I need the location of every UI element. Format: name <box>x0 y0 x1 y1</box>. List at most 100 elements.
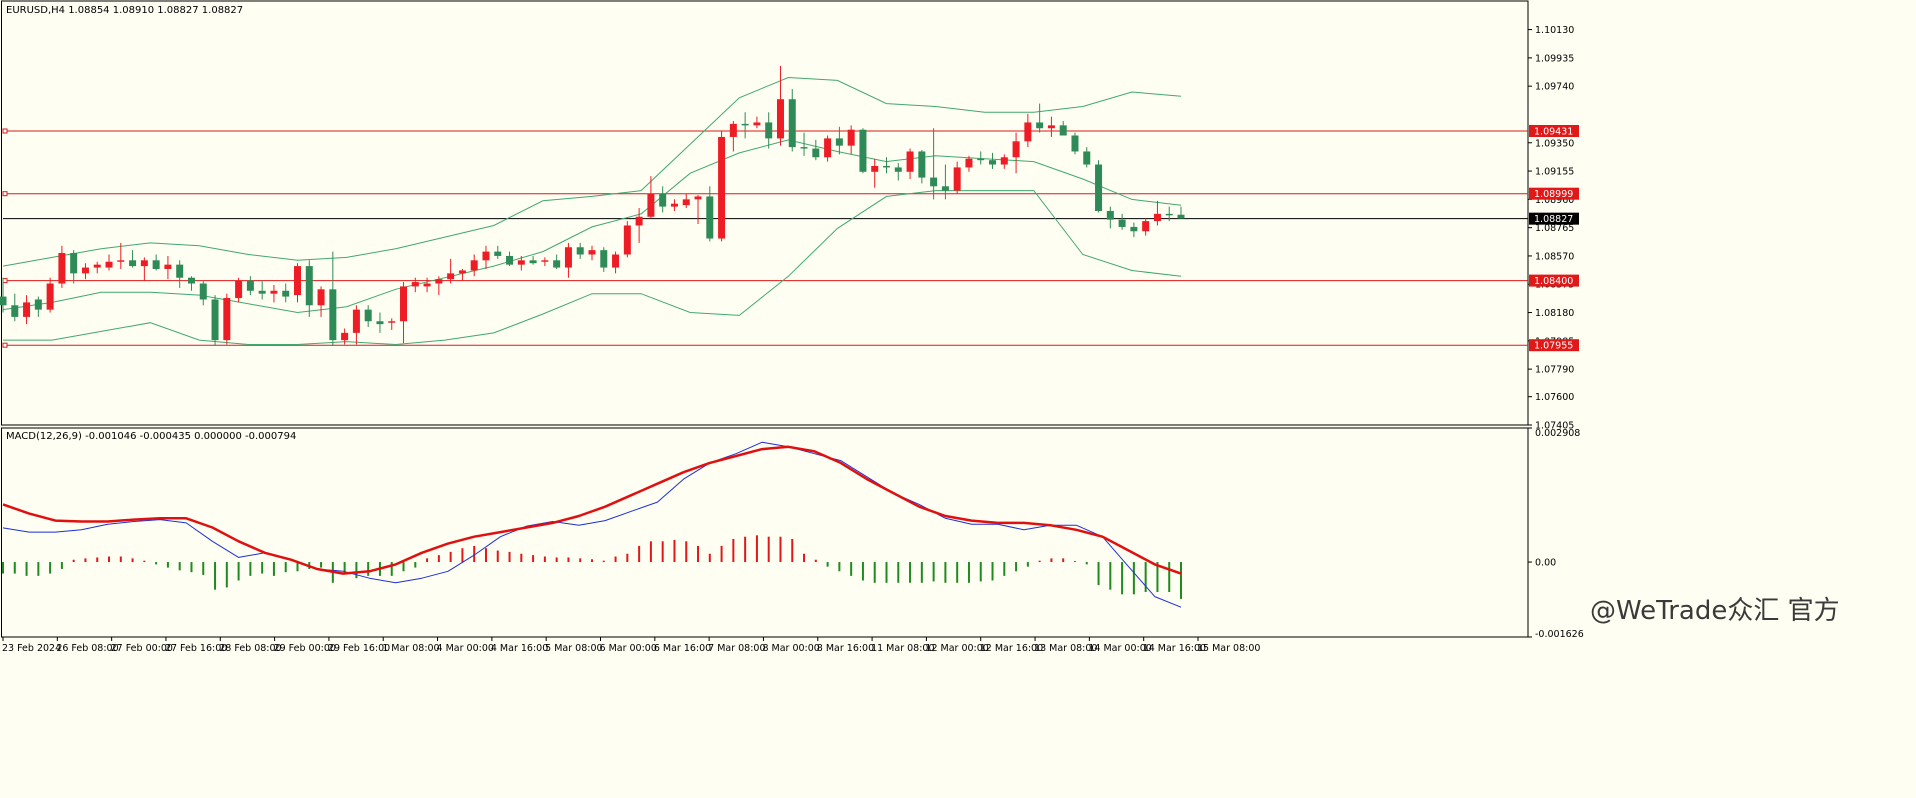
candle-body <box>294 266 301 296</box>
candle-body <box>34 299 42 310</box>
candle-body <box>564 247 572 268</box>
current-price-tag-label: 1.08827 <box>1534 214 1573 225</box>
candle-body <box>1153 213 1161 222</box>
candle-body <box>411 282 419 287</box>
time-tick-label: 1 Mar 08:00 <box>382 643 439 654</box>
candle-body <box>246 280 254 291</box>
price-tick-label: 1.09350 <box>1535 138 1574 149</box>
candle-body <box>682 199 690 206</box>
panel-frames <box>1 0 1529 638</box>
time-tick-label: 5 Mar 08:00 <box>545 643 602 654</box>
macd-title: MACD(12,26,9) -0.001046 -0.000435 0.0000… <box>6 431 296 442</box>
candle-body <box>906 151 914 172</box>
candle-body <box>329 289 337 341</box>
candle-body <box>11 305 19 317</box>
price-level-tag <box>1529 339 1579 352</box>
price-tick-label: 1.08960 <box>1535 195 1574 206</box>
candle-body <box>140 260 148 267</box>
price-level-tag <box>1529 274 1579 287</box>
time-tick-label: 26 Feb 08:00 <box>56 643 118 654</box>
time-tick-label: 14 Mar 16:00 <box>1143 643 1206 654</box>
candle-body <box>812 148 820 158</box>
price-tick-label: 1.07600 <box>1535 392 1574 403</box>
candle-body <box>176 264 184 278</box>
time-tick-label: 13 Mar 08:00 <box>1034 643 1097 654</box>
candle-body <box>529 260 537 264</box>
macd-signal-line <box>2 445 1182 575</box>
price-tick-label: 1.09155 <box>1535 167 1574 178</box>
current-price-tag <box>1529 212 1579 225</box>
bollinger-lower-line <box>3 190 1182 346</box>
price-axis: 1.10130 1.09935 1.09740 1.09350 1.09155 1.089… <box>1528 25 1584 640</box>
price-panel-frame <box>1 0 1529 426</box>
candle-body <box>871 165 879 172</box>
candle-body <box>670 203 678 207</box>
candle-body <box>352 309 360 333</box>
candle-body <box>23 302 31 317</box>
candle-body <box>1130 226 1138 232</box>
price-tick-label: 1.09935 <box>1535 53 1574 64</box>
candle-body <box>270 290 278 294</box>
candle-body <box>1083 151 1091 165</box>
price-level-tag <box>1529 125 1579 138</box>
candle-body <box>576 247 584 255</box>
candle-body <box>847 129 855 146</box>
level-handle <box>2 278 8 284</box>
time-tick-label: 27 Feb 00:00 <box>111 643 173 654</box>
candle-body <box>0 296 7 306</box>
candle-body <box>494 251 502 256</box>
bollinger-upper-line <box>2 76 1182 267</box>
price-tick-label: 1.07405 <box>1535 421 1574 432</box>
candle-body <box>635 216 643 226</box>
time-tick-label: 23 Feb 2024 <box>2 643 61 654</box>
candle-body <box>894 167 902 172</box>
candle-body <box>1118 219 1126 227</box>
candle-body <box>1000 157 1008 165</box>
time-tick-label: 6 Mar 00:00 <box>600 643 657 654</box>
price-tick-label: 1.07790 <box>1535 365 1574 376</box>
candle-body <box>81 267 89 274</box>
price-tick-label: 1.09740 <box>1535 82 1574 93</box>
candle-body <box>482 251 490 261</box>
candle-body <box>859 129 867 172</box>
macd-main-line <box>2 441 1182 608</box>
macd-tick-label: -0.001626 <box>1535 629 1584 640</box>
macd-tick-label: 0.002908 <box>1535 428 1580 439</box>
candles <box>0 65 1185 346</box>
time-tick-label: 12 Mar 00:00 <box>925 643 988 654</box>
time-tick-label: 29 Feb 00:00 <box>274 643 336 654</box>
candle-body <box>364 309 372 322</box>
candle-body <box>788 99 796 148</box>
time-tick-label: 6 Mar 16:00 <box>654 643 711 654</box>
candle-body <box>965 158 973 168</box>
candle-body <box>553 260 561 268</box>
candle-body <box>223 298 231 341</box>
candle-body <box>458 270 466 274</box>
candle-body <box>706 196 714 239</box>
candle-body <box>199 283 207 300</box>
watermark: @WeTrade众汇 官方 <box>1590 596 1840 626</box>
candle-body <box>1036 122 1044 129</box>
price-level-tag-label: 1.08999 <box>1534 189 1573 200</box>
candle-body <box>46 283 54 310</box>
candle-body <box>435 279 443 284</box>
candle-body <box>765 122 773 139</box>
price-level-tag-label: 1.09431 <box>1534 127 1573 138</box>
time-tick-label: 12 Mar 16:00 <box>980 643 1043 654</box>
candle-body <box>741 123 749 126</box>
candle-body <box>729 123 737 137</box>
time-tick-label: 27 Feb 16:00 <box>165 643 227 654</box>
candle-body <box>152 260 160 270</box>
time-tick-label: 15 Mar 08:00 <box>1197 643 1260 654</box>
candle-body <box>1071 135 1079 152</box>
price-level-tag <box>1529 187 1579 200</box>
candle-body <box>694 196 702 200</box>
candle-body <box>235 280 243 299</box>
symbol-title: EURUSD,H4 1.08854 1.08910 1.08827 1.0882… <box>6 5 243 16</box>
header-labels: EURUSD,H4 1.08854 1.08910 1.08827 1.0882… <box>6 5 1840 626</box>
price-tick-label: 1.10130 <box>1535 25 1574 36</box>
candle-body <box>517 260 525 265</box>
